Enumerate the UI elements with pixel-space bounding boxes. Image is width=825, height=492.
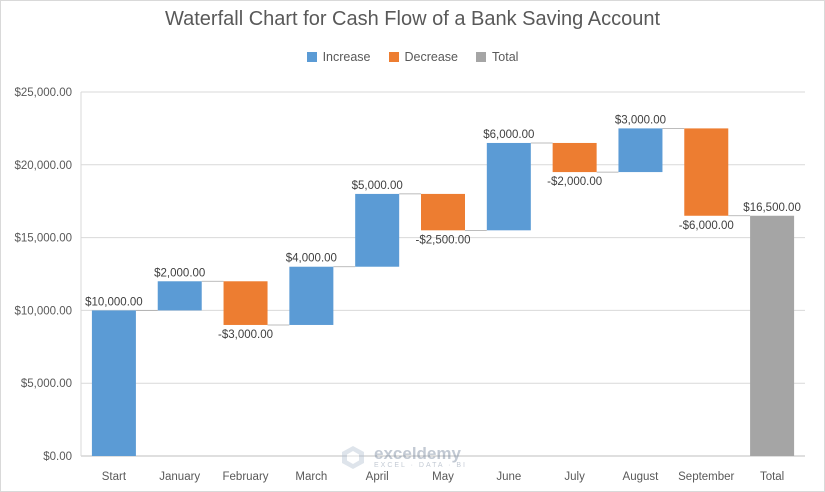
- legend: Increase Decrease Total: [0, 50, 825, 64]
- y-tick-label: $25,000.00: [14, 87, 72, 99]
- legend-item-total: Total: [476, 50, 518, 64]
- y-tick-label: $20,000.00: [14, 160, 72, 172]
- data-label: $5,000.00: [352, 180, 403, 192]
- data-label: $3,000.00: [615, 114, 666, 126]
- data-label: -$2,500.00: [416, 234, 471, 246]
- y-tick-label: $0.00: [43, 451, 72, 463]
- bar-increase: [289, 266, 334, 325]
- legend-swatch-increase: [306, 52, 317, 62]
- x-tick-label: September: [678, 471, 734, 483]
- watermark: exceldemy EXCEL · DATA · BI: [340, 444, 467, 470]
- x-tick-label: July: [564, 471, 585, 483]
- data-label: $4,000.00: [286, 253, 337, 265]
- data-label: $2,000.00: [154, 267, 205, 279]
- chart-title: Waterfall Chart for Cash Flow of a Bank …: [164, 8, 661, 30]
- legend-item-decrease: Decrease: [388, 50, 459, 64]
- watermark-tagline: EXCEL · DATA · BI: [374, 461, 467, 469]
- y-tick-label: $15,000.00: [14, 233, 72, 245]
- legend-item-increase: Increase: [306, 50, 371, 64]
- legend-swatch-total: [476, 52, 487, 62]
- data-label: $16,500.00: [743, 202, 801, 214]
- bar-increase: [157, 281, 202, 311]
- bar-increase: [486, 142, 531, 231]
- x-tick-label: April: [366, 471, 389, 483]
- bar-increase: [91, 310, 136, 456]
- data-label: $6,000.00: [483, 129, 534, 141]
- x-tick-label: January: [159, 471, 200, 483]
- data-label: -$2,000.00: [547, 176, 602, 188]
- data-label: -$6,000.00: [679, 220, 734, 232]
- bar-increase: [618, 128, 663, 173]
- x-tick-label: Total: [760, 471, 784, 483]
- legend-label-total: Total: [492, 50, 519, 64]
- data-label: $10,000.00: [85, 296, 143, 308]
- y-tick-label: $10,000.00: [14, 305, 72, 317]
- bar-total: [750, 215, 795, 456]
- x-tick-label: June: [496, 471, 521, 483]
- legend-swatch-decrease: [388, 52, 399, 62]
- exceldemy-logo-icon: [342, 446, 364, 469]
- watermark-name: exceldemy: [374, 443, 461, 463]
- legend-label-increase: Increase: [322, 50, 371, 64]
- bar-decrease: [684, 128, 729, 216]
- bar-decrease: [552, 142, 597, 173]
- x-tick-label: Start: [102, 471, 127, 483]
- bar-decrease: [223, 281, 268, 325]
- x-tick-label: May: [432, 471, 454, 483]
- bar-increase: [355, 193, 400, 267]
- x-tick-label: August: [623, 471, 660, 483]
- x-tick-label: March: [295, 471, 327, 483]
- x-tick-label: February: [223, 471, 269, 483]
- bar-decrease: [421, 193, 465, 231]
- y-tick-label: $5,000.00: [21, 378, 72, 390]
- data-label: -$3,000.00: [218, 329, 273, 341]
- legend-label-decrease: Decrease: [404, 50, 459, 64]
